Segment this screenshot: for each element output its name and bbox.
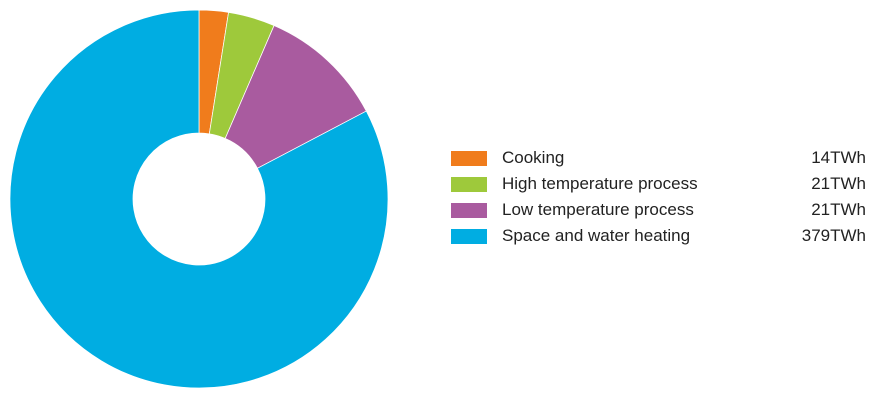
donut-slice-low-temperature-process [224,25,367,169]
legend-value-cooking: 14TWh [811,148,866,167]
legend-value-high-temperature-process: 21TWh [811,174,866,193]
donut-chart-svg [9,9,389,389]
legend-swatch-low-temperature-process [451,202,487,218]
legend-value-space-and-water-heating: 379TWh [801,226,866,245]
chart-legend: Cooking 14TWh High temperature process 2… [451,145,866,249]
legend-item-space-and-water-heating: Space and water heating 379TWh [451,223,866,249]
legend-label-space-and-water-heating: Space and water heating [502,226,691,245]
legend-label-cooking: Cooking [502,148,565,167]
legend-label-low-temperature-process: Low temperature process [502,200,694,219]
legend-item-cooking: Cooking 14TWh [451,145,866,171]
legend-swatch-space-and-water-heating [451,228,487,244]
legend-value-low-temperature-process: 21TWh [811,200,866,219]
legend-swatch-cooking [451,150,487,166]
legend-label-high-temperature-process: High temperature process [502,174,698,193]
legend-swatch-high-temperature-process [451,176,487,192]
legend-item-low-temperature-process: Low temperature process 21TWh [451,197,866,223]
donut-slice-space-and-water-heating [9,9,389,389]
donut-chart [0,0,420,389]
legend-item-high-temperature-process: High temperature process 21TWh [451,171,866,197]
